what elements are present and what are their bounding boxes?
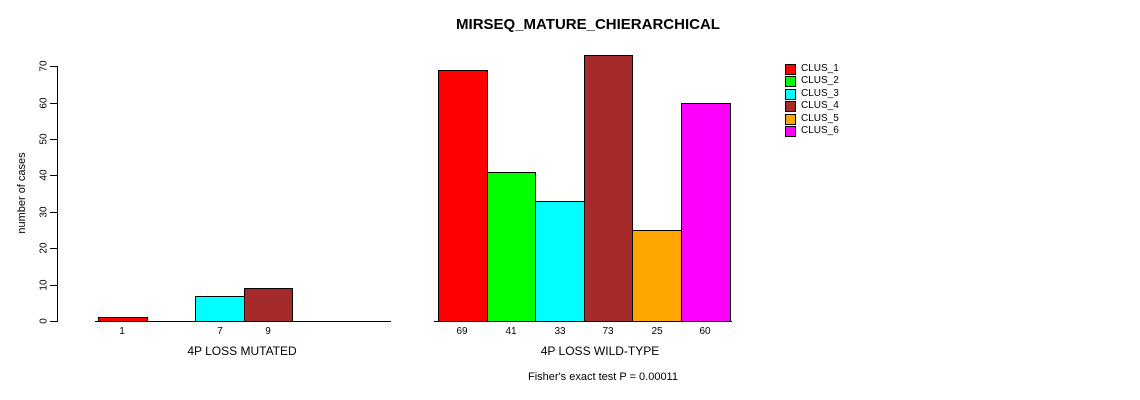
legend-swatch [785,126,796,137]
group-label: 4P LOSS WILD-TYPE [540,344,660,358]
bar-value-label: 73 [602,326,614,337]
bar-value-label: 69 [456,326,468,337]
bar-value-label: 60 [699,326,711,337]
legend-label: CLUS_4 [801,100,839,111]
y-axis-tick [50,139,57,140]
legend-label: CLUS_2 [801,75,839,86]
y-axis-tick [50,175,57,176]
legend-swatch [785,114,796,125]
legend-swatch [785,64,796,75]
bar [195,296,245,322]
group-label: 4P LOSS MUTATED [187,344,297,358]
legend-label: CLUS_3 [801,88,839,99]
bar [98,317,148,322]
legend-swatch [785,89,796,100]
bar-value-label: 1 [119,326,125,337]
legend-label: CLUS_5 [801,113,839,124]
legend-swatch [785,101,796,112]
y-axis-tick [50,285,57,286]
y-axis-tick [50,321,57,322]
y-axis-tick [50,66,57,67]
legend-swatch [785,76,796,87]
bar-value-label: 41 [505,326,517,337]
y-axis-line [57,66,58,322]
y-axis-tick [50,103,57,104]
y-axis-tick [50,212,57,213]
bar-value-label: 25 [651,326,663,337]
legend-label: CLUS_6 [801,125,839,136]
bar [535,201,585,322]
bar [681,103,731,322]
bar-value-label: 9 [265,326,271,337]
bar [244,288,293,322]
bar [632,230,682,322]
bar-value-label: 33 [554,326,566,337]
bar [584,55,633,322]
annotation-text: Fisher's exact test P = 0.00011 [528,371,678,383]
bar-value-label: 7 [217,326,223,337]
legend-label: CLUS_1 [801,63,839,74]
chart-title: MIRSEQ_MATURE_CHIERARCHICAL [456,16,720,33]
y-axis-tick [50,248,57,249]
